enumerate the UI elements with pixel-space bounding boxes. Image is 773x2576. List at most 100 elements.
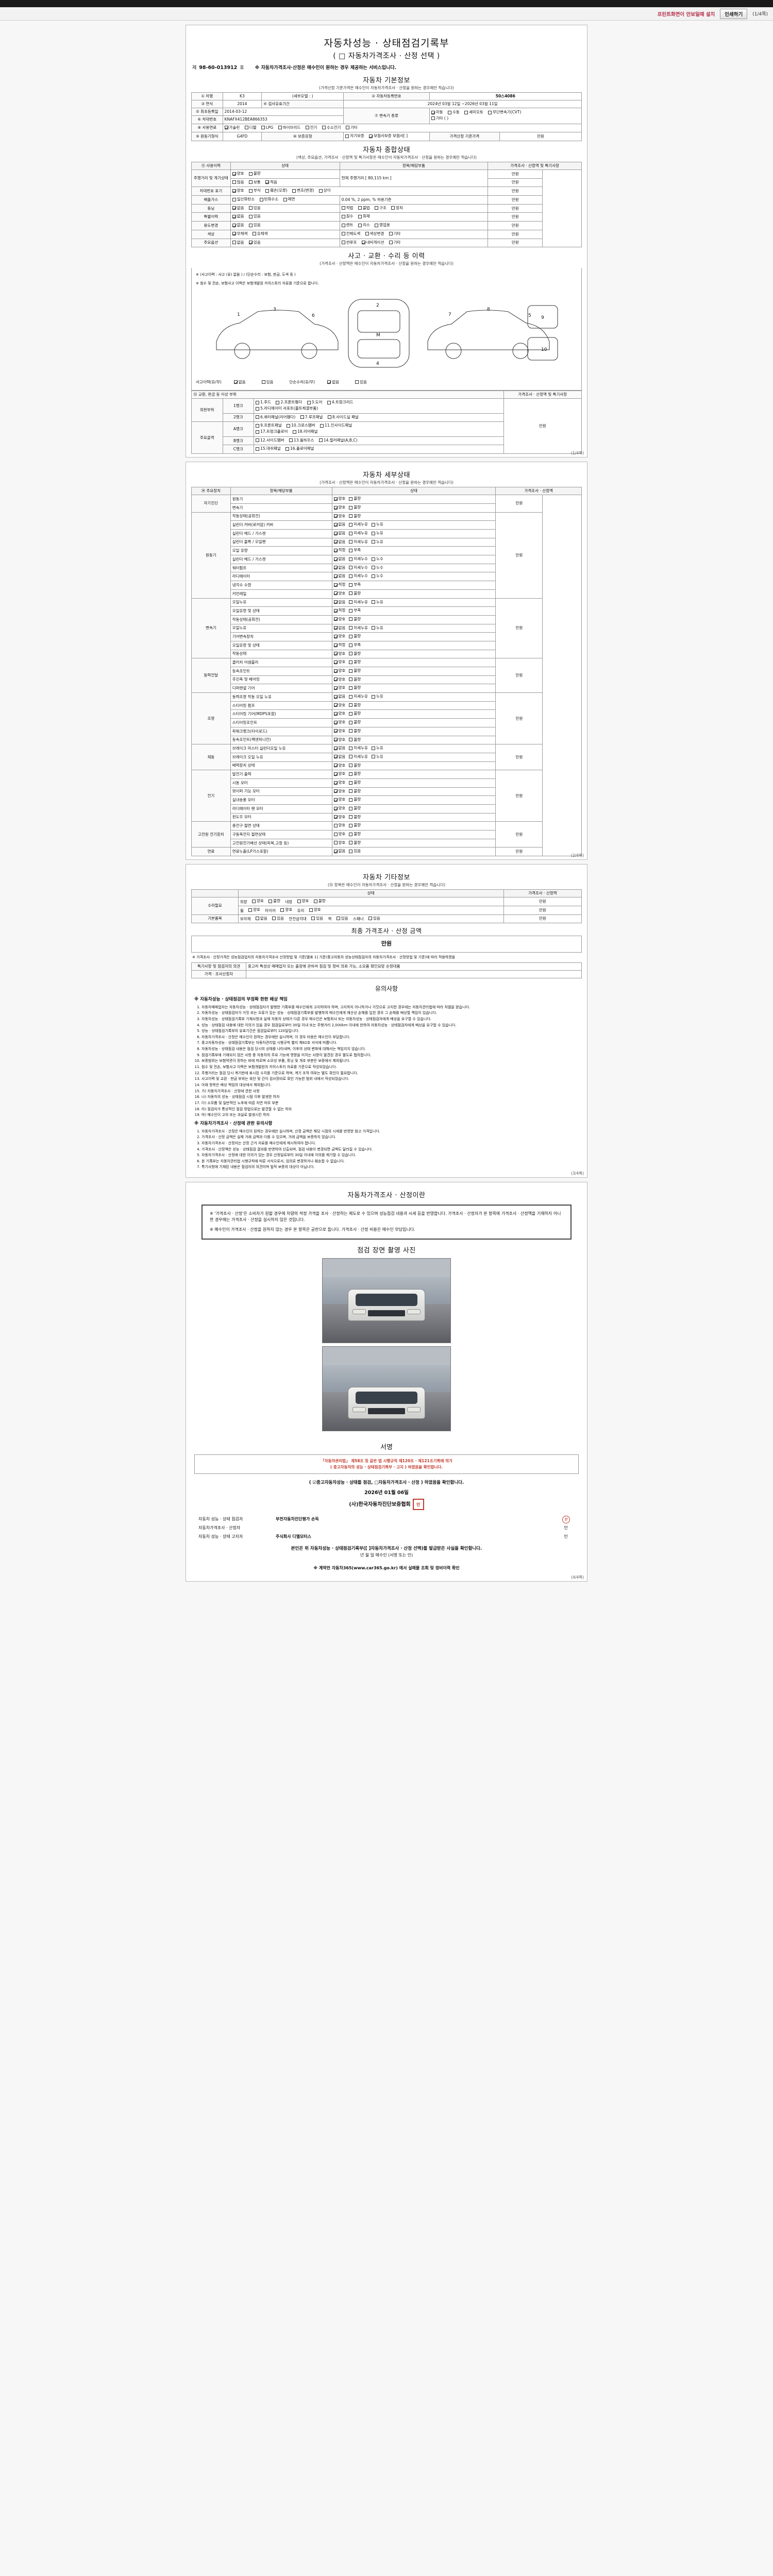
checkbox-manual[interactable]: 수동 <box>447 110 460 115</box>
checkbox-불량[interactable]: 불량 <box>349 617 361 622</box>
checkbox-lpg[interactable]: LPG <box>261 125 273 130</box>
checkbox-diesel[interactable]: 디젤 <box>244 125 256 130</box>
checkbox-rear-panel[interactable]: 18.리어패널 <box>292 429 317 434</box>
checkbox-불량[interactable]: 불량 <box>349 789 361 794</box>
checkbox-양호[interactable]: 양호 <box>333 771 345 776</box>
checkbox-gasoline[interactable]: 가솔린 <box>224 125 240 130</box>
checkbox-fire[interactable]: 화재 <box>358 214 370 219</box>
checkbox-sunroof[interactable]: 썬루프 <box>341 240 357 245</box>
checkbox-pillar-panel[interactable]: 14.필러패널(A,B,C) <box>318 438 358 443</box>
checkbox-front-panel[interactable]: 9.프론트패널 <box>256 423 282 428</box>
checkbox-auto[interactable]: 자동 <box>431 110 443 115</box>
checkbox-없음[interactable]: 없음 <box>333 565 345 570</box>
checkbox-양호[interactable]: 양호 <box>333 728 345 734</box>
checkbox-불량[interactable]: 불량 <box>349 823 361 828</box>
checkbox-hood[interactable]: 1.후드 <box>256 400 271 405</box>
checkbox-tire-good[interactable]: 양호 <box>280 907 292 912</box>
checkbox-불량[interactable]: 불량 <box>349 815 361 820</box>
checkbox-양호[interactable]: 양호 <box>333 703 345 708</box>
checkbox-insurer-warranty[interactable]: 보험사보증 보험사[ ] <box>369 133 408 139</box>
checkbox-적정[interactable]: 적정 <box>333 642 345 648</box>
checkbox-vin-diff[interactable]: 상이 <box>318 188 331 193</box>
checkbox-spare-none[interactable]: 없음 <box>255 916 267 921</box>
checkbox-누유[interactable]: 누유 <box>371 625 383 631</box>
checkbox-적정[interactable]: 적정 <box>333 548 345 553</box>
checkbox-side-sill[interactable]: 8.사이드실 패널 <box>327 415 359 420</box>
checkbox-many[interactable]: 많음 <box>232 180 244 185</box>
checkbox-불량[interactable]: 불량 <box>349 771 361 776</box>
checkbox-few[interactable]: 적음 <box>265 180 277 185</box>
checkbox-tuning-structure[interactable]: 구조 <box>375 206 386 211</box>
checkbox-wheel-house[interactable]: 13.휠하우스 <box>289 438 314 443</box>
checkbox-opt-etc[interactable]: 기타 <box>389 240 400 245</box>
checkbox-미세누수[interactable]: 미세누수 <box>349 573 368 579</box>
checkbox-없음[interactable]: 없음 <box>333 522 345 527</box>
checkbox-cvt[interactable]: 무단변속기(CVT) <box>488 110 521 115</box>
checkbox-불량[interactable]: 불량 <box>349 840 361 845</box>
checkbox-양호[interactable]: 양호 <box>333 815 345 820</box>
checkbox-누유[interactable]: 누유 <box>371 522 383 527</box>
checkbox-양호[interactable]: 양호 <box>333 496 345 501</box>
checkbox-fuel-etc[interactable]: 기타 <box>345 125 358 130</box>
checkbox-door[interactable]: 3.도어 <box>307 400 322 405</box>
checkbox-opt-yes[interactable]: 있음 <box>248 240 261 245</box>
checkbox-electric[interactable]: 전기 <box>305 125 317 130</box>
checkbox-tuning-none[interactable]: 없음 <box>232 206 244 211</box>
checkbox-radiator-support[interactable]: 5.라디에이터 서포트(볼트체결부품) <box>256 406 318 411</box>
checkbox-없음[interactable]: 없음 <box>333 754 345 759</box>
checkbox-양호[interactable]: 양호 <box>333 659 345 665</box>
checkbox-부족[interactable]: 부족 <box>349 642 361 648</box>
checkbox-양호[interactable]: 양호 <box>333 780 345 785</box>
checkbox-양호[interactable]: 양호 <box>333 651 345 656</box>
checkbox-미세누수[interactable]: 미세누수 <box>349 556 368 562</box>
checkbox-accident-yes[interactable]: 있음 <box>261 379 273 385</box>
checkbox-trunk-lid[interactable]: 4.트렁크리드 <box>327 400 354 405</box>
checkbox-누수[interactable]: 누수 <box>371 565 383 570</box>
checkbox-self-warranty[interactable]: 자기보증 <box>345 133 364 139</box>
checkbox-trans-etc[interactable]: 기타 ( ) <box>431 116 448 121</box>
checkbox-repair-yes[interactable]: 있음 <box>355 379 367 385</box>
checkbox-불량[interactable]: 불량 <box>349 720 361 725</box>
checkbox-미세누유[interactable]: 미세누유 <box>349 745 368 751</box>
checkbox-불량[interactable]: 불량 <box>349 651 361 656</box>
checkbox-navigation[interactable]: 내비게이션 <box>361 240 384 245</box>
checkbox-smoke[interactable]: 매연 <box>283 197 295 202</box>
checkbox-양호[interactable]: 양호 <box>333 840 345 845</box>
checkbox-양호[interactable]: 양호 <box>333 737 345 742</box>
checkbox-usechange-yes[interactable]: 있음 <box>248 223 261 228</box>
checkbox-누수[interactable]: 누수 <box>371 573 383 579</box>
checkbox-누유[interactable]: 누유 <box>371 600 383 605</box>
checkbox-불량[interactable]: 불량 <box>349 677 361 682</box>
checkbox-미세누유[interactable]: 미세누유 <box>349 600 368 605</box>
checkbox-불량[interactable]: 불량 <box>349 763 361 768</box>
checkbox-불량[interactable]: 불량 <box>349 659 361 665</box>
checkbox-front-fender[interactable]: 2.프론트휀더 <box>276 400 302 405</box>
checkbox-누유[interactable]: 누유 <box>371 531 383 536</box>
checkbox-jack-yes[interactable]: 있음 <box>336 916 348 921</box>
install-notice[interactable]: 프린트화면이 안보일때 설치 <box>657 11 715 18</box>
checkbox-special-yes[interactable]: 있음 <box>248 214 261 219</box>
checkbox-미세누수[interactable]: 미세누수 <box>349 565 368 570</box>
checkbox-floor-panel[interactable]: 16.플로어패널 <box>285 446 314 451</box>
checkbox-양호[interactable]: 양호 <box>333 797 345 802</box>
checkbox-wheel-good[interactable]: 양호 <box>248 907 260 912</box>
checkbox-usechange-none[interactable]: 없음 <box>232 223 244 228</box>
checkbox-hydrogen[interactable]: 수소전기 <box>322 125 341 130</box>
checkbox-양호[interactable]: 양호 <box>333 806 345 811</box>
checkbox-미세누유[interactable]: 미세누유 <box>349 754 368 759</box>
checkbox-commercial[interactable]: 영업용 <box>375 223 390 228</box>
checkbox-부족[interactable]: 부족 <box>349 548 361 553</box>
checkbox-rent[interactable]: 렌트 <box>341 223 353 228</box>
footer-note[interactable]: ※ 계약전 자동차365(www.car365.go.kr) 에서 실매물 조회… <box>313 1566 460 1571</box>
checkbox-good[interactable]: 양호 <box>232 171 244 176</box>
checkbox-spanner-yes[interactable]: 있음 <box>368 916 380 921</box>
checkbox-achromatic[interactable]: 무채색 <box>232 231 247 236</box>
checkbox-int-good[interactable]: 양호 <box>297 899 309 904</box>
checkbox-적정[interactable]: 적정 <box>333 582 345 587</box>
checkbox-tuning-legal[interactable]: 적법 <box>341 206 353 211</box>
checkbox-양호[interactable]: 양호 <box>333 591 345 596</box>
checkbox-불량[interactable]: 불량 <box>349 591 361 596</box>
checkbox-불량[interactable]: 불량 <box>349 703 361 708</box>
checkbox-불량[interactable]: 불량 <box>349 685 361 690</box>
checkbox-양호[interactable]: 양호 <box>333 634 345 639</box>
